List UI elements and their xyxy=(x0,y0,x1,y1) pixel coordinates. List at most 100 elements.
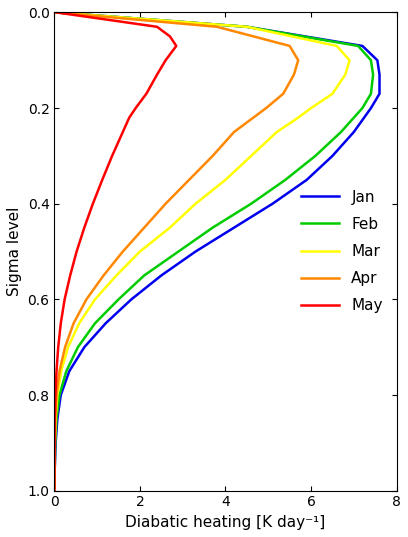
Apr xyxy=(52,488,57,494)
Apr xyxy=(163,200,168,207)
X-axis label: Diabatic heating [K day⁻¹]: Diabatic heating [K day⁻¹] xyxy=(125,515,326,530)
Feb xyxy=(116,296,121,302)
Mar xyxy=(343,71,348,78)
Feb xyxy=(368,57,373,63)
Jan xyxy=(54,9,59,16)
Feb xyxy=(176,248,181,255)
May xyxy=(68,272,73,279)
Feb xyxy=(52,463,57,470)
May xyxy=(163,57,168,63)
Apr xyxy=(142,224,146,231)
May xyxy=(155,24,160,30)
Mar xyxy=(52,488,57,494)
Jan xyxy=(103,320,108,326)
Feb xyxy=(356,43,361,49)
May xyxy=(53,392,58,398)
Feb xyxy=(64,368,69,374)
Apr xyxy=(215,24,220,30)
Jan xyxy=(377,91,382,97)
Mar xyxy=(66,344,71,351)
Line: May: May xyxy=(54,12,176,491)
Mar xyxy=(330,91,335,97)
Jan xyxy=(67,368,72,374)
May xyxy=(167,33,172,40)
Apr xyxy=(232,129,237,135)
Apr xyxy=(62,344,67,351)
Jan xyxy=(375,57,380,63)
Apr xyxy=(291,71,296,78)
Jan xyxy=(129,296,134,302)
Feb xyxy=(360,105,365,111)
Feb xyxy=(249,200,254,207)
May xyxy=(56,344,61,351)
Apr xyxy=(84,296,89,302)
Mar xyxy=(347,57,352,63)
Mar xyxy=(193,200,198,207)
Apr xyxy=(54,392,59,398)
Legend: Jan, Feb, Mar, Apr, May: Jan, Feb, Mar, Apr, May xyxy=(295,184,389,320)
Jan xyxy=(82,344,87,351)
Feb xyxy=(53,440,58,446)
May xyxy=(82,224,87,231)
Apr xyxy=(210,153,215,159)
Mar xyxy=(77,320,82,326)
Mar xyxy=(52,463,57,470)
Jan xyxy=(351,129,356,135)
May xyxy=(52,488,57,494)
Jan xyxy=(232,224,237,231)
May xyxy=(100,177,105,183)
Apr xyxy=(57,368,62,374)
May xyxy=(110,153,115,159)
May xyxy=(144,91,149,97)
Feb xyxy=(339,129,344,135)
Jan xyxy=(52,488,57,494)
May xyxy=(155,71,160,78)
Apr xyxy=(54,9,59,16)
Jan xyxy=(52,463,57,470)
Feb xyxy=(313,153,318,159)
Feb xyxy=(54,9,59,16)
Apr xyxy=(52,463,57,470)
Apr xyxy=(187,177,192,183)
Apr xyxy=(296,57,301,63)
Feb xyxy=(368,91,373,97)
May xyxy=(74,248,79,255)
Mar xyxy=(296,114,301,121)
Feb xyxy=(93,320,98,326)
May xyxy=(54,9,59,16)
May xyxy=(52,440,57,446)
Apr xyxy=(120,248,125,255)
May xyxy=(133,105,138,111)
Jan xyxy=(159,272,164,279)
Mar xyxy=(54,9,59,16)
Line: Apr: Apr xyxy=(54,12,298,491)
Feb xyxy=(75,344,80,351)
Apr xyxy=(264,105,268,111)
Mar xyxy=(223,177,228,183)
May xyxy=(120,129,125,135)
Feb xyxy=(57,392,62,398)
Mar xyxy=(275,129,279,135)
May xyxy=(62,296,67,302)
Jan xyxy=(244,24,249,30)
Jan xyxy=(193,248,198,255)
Mar xyxy=(167,224,172,231)
Jan xyxy=(55,416,60,422)
Apr xyxy=(251,114,256,121)
Jan xyxy=(368,105,373,111)
Feb xyxy=(283,177,288,183)
May xyxy=(91,200,95,207)
Mar xyxy=(53,416,58,422)
Mar xyxy=(55,392,60,398)
Mar xyxy=(244,24,249,30)
Apr xyxy=(53,416,58,422)
Feb xyxy=(210,224,215,231)
Apr xyxy=(287,43,292,49)
Mar xyxy=(114,272,119,279)
Apr xyxy=(71,320,76,326)
Jan xyxy=(304,177,309,183)
Apr xyxy=(52,440,57,446)
Jan xyxy=(58,392,63,398)
Apr xyxy=(101,272,106,279)
May xyxy=(52,416,57,422)
